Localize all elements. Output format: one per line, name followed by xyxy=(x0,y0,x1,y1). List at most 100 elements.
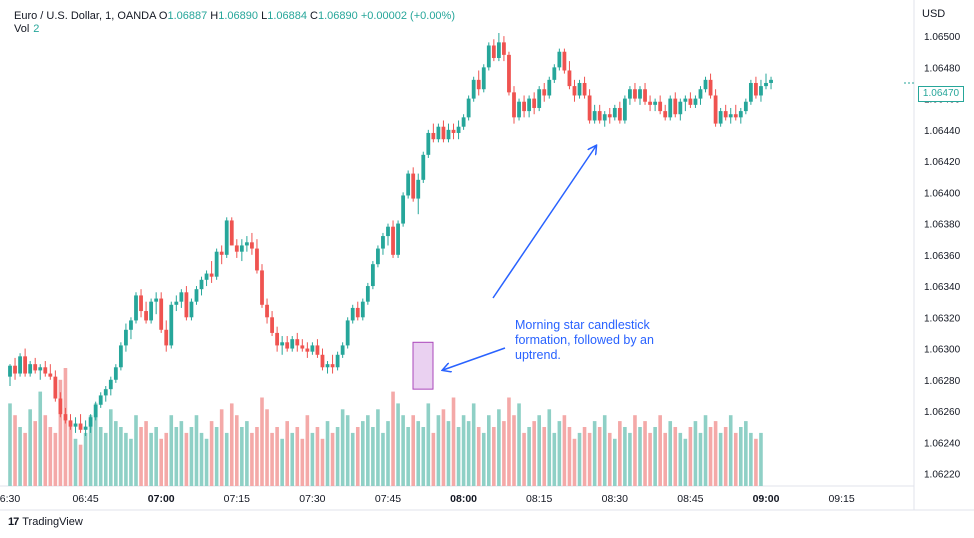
candle-body xyxy=(713,95,718,124)
candle-body xyxy=(406,173,411,196)
volume-bar xyxy=(446,421,451,486)
candle-body xyxy=(431,132,436,140)
candle-body xyxy=(572,86,577,96)
candle-body xyxy=(275,332,280,346)
candle-body xyxy=(93,404,98,418)
y-tick-label: 1.06360 xyxy=(924,251,961,262)
volume-bar xyxy=(124,432,128,486)
candle-body xyxy=(219,251,224,255)
volume-bar xyxy=(683,438,688,486)
volume-bar xyxy=(114,421,118,486)
volume-bar xyxy=(229,403,234,486)
candle-body xyxy=(345,320,350,346)
y-tick-label: 1.06280 xyxy=(924,376,961,387)
y-tick-label: 1.06500 xyxy=(924,32,961,43)
volume-bar xyxy=(668,421,673,486)
volume-bar xyxy=(582,427,587,486)
candle-body xyxy=(194,289,199,302)
y-tick-label: 1.06480 xyxy=(924,63,961,74)
candle-body xyxy=(441,126,446,140)
volume-bar xyxy=(53,432,58,486)
volume-bar xyxy=(63,368,68,486)
candle-body xyxy=(769,79,773,83)
volume-bar xyxy=(693,421,698,486)
volume-bar xyxy=(537,415,541,486)
annotation-text: Morning star candlestick formation, foll… xyxy=(515,318,654,362)
tradingview-mark-icon: 17 xyxy=(8,516,19,528)
volume-bar xyxy=(8,403,12,486)
candle-body xyxy=(38,367,43,371)
candle-body xyxy=(567,70,572,87)
volume-bar xyxy=(224,432,229,486)
volume-bar xyxy=(78,444,83,486)
candle-body xyxy=(320,354,325,368)
close-label: C xyxy=(310,10,318,22)
candle-body xyxy=(466,98,471,118)
x-tick-label: 08:30 xyxy=(602,493,628,505)
volume-bar xyxy=(386,421,390,486)
candle-body xyxy=(512,92,516,118)
tradingview-logo[interactable]: 17 TradingView xyxy=(8,516,83,528)
candle-body xyxy=(486,45,491,68)
candle-body xyxy=(557,51,562,68)
volume-bar xyxy=(219,409,224,486)
candle-body xyxy=(204,273,209,280)
volume-bar xyxy=(476,427,481,486)
volume-bar xyxy=(718,432,723,486)
volume-bar xyxy=(214,427,219,486)
volume-bar xyxy=(300,438,305,486)
volume-bar xyxy=(305,415,310,486)
volume-bar xyxy=(164,432,169,486)
volume-bar xyxy=(355,427,360,486)
candle-body xyxy=(189,301,194,318)
volume-bar xyxy=(487,415,491,486)
candle-body xyxy=(360,301,365,318)
volume-bar xyxy=(411,415,415,486)
candle-body xyxy=(628,89,632,99)
volume-bar xyxy=(315,427,320,486)
candle-body xyxy=(370,264,375,287)
candle-body xyxy=(653,101,658,105)
annotation-arrow-uptrend xyxy=(492,146,596,299)
candle-body xyxy=(350,307,355,321)
candle-body xyxy=(658,101,663,112)
volume-bar xyxy=(739,427,743,486)
volume-bar xyxy=(13,415,17,486)
annotation-arrow-pattern xyxy=(443,347,506,370)
volume-bar xyxy=(406,427,410,486)
volume-bar xyxy=(68,421,73,486)
y-tick-label: 1.06320 xyxy=(924,313,961,324)
volume-bar xyxy=(572,438,577,486)
volume-bar xyxy=(285,421,289,486)
volume-bar xyxy=(618,421,622,486)
candle-body xyxy=(648,101,652,105)
candle-body xyxy=(290,339,295,349)
candle-body xyxy=(295,339,300,346)
candle-body xyxy=(391,226,395,255)
candle-body xyxy=(517,101,521,118)
volume-bar xyxy=(174,427,179,486)
volume-bar xyxy=(204,438,209,486)
volume-bar xyxy=(255,427,259,486)
volume-bar xyxy=(592,421,597,486)
candle-body xyxy=(325,364,330,368)
low-label: L xyxy=(261,10,268,22)
volume-bar xyxy=(688,427,693,486)
volume-bar xyxy=(335,427,340,486)
candle-body xyxy=(8,365,12,377)
volume-bar xyxy=(250,432,254,486)
candle-body xyxy=(597,111,602,121)
candle-body xyxy=(239,245,244,252)
volume-bar xyxy=(48,427,53,486)
candle-body xyxy=(401,195,406,224)
volume-bar xyxy=(345,415,350,486)
candle-body xyxy=(169,304,174,346)
volume-bar xyxy=(98,427,103,486)
volume-bar xyxy=(28,409,32,486)
y-tick-label: 1.06400 xyxy=(924,188,961,199)
candle-body xyxy=(224,220,229,255)
volume-bar xyxy=(396,403,400,486)
candle-body xyxy=(244,242,249,246)
candle-body xyxy=(743,101,748,112)
